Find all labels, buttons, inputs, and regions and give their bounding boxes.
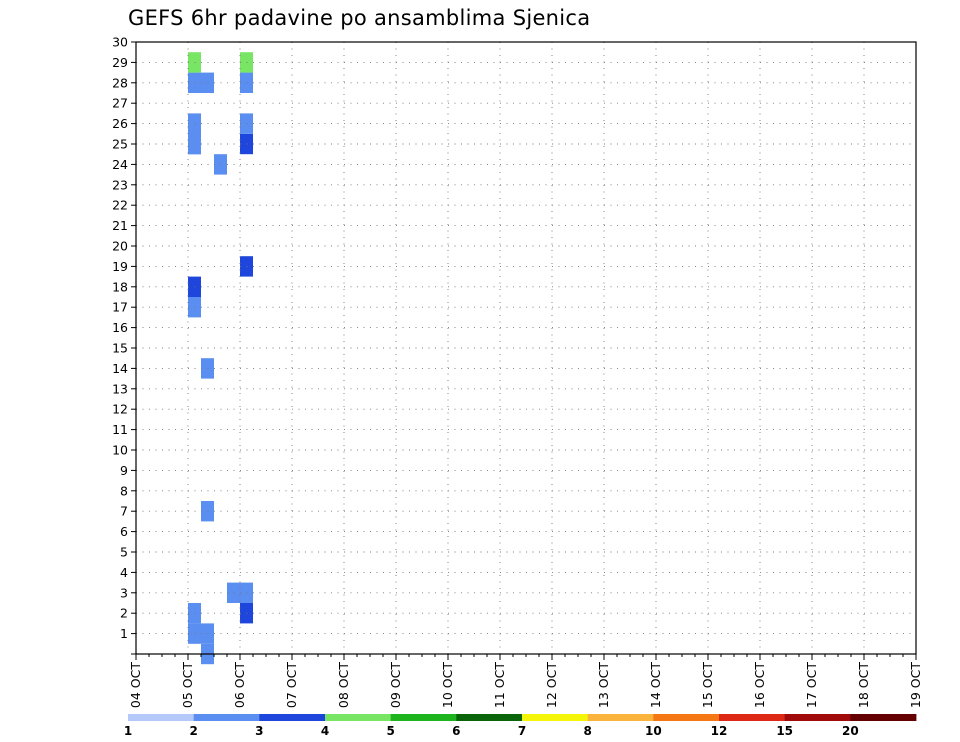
x-tick-label: 05 OCT — [180, 662, 195, 708]
colorbar-segment — [128, 714, 195, 721]
x-tick-label: 16 OCT — [752, 662, 767, 708]
colorbar-segment — [193, 714, 260, 721]
colorbar-label: 7 — [518, 724, 526, 738]
x-axis: 04 OCT 05 OCT 06 OCT 07 OCT 08 OCT 09 OCT 10 O… — [128, 654, 923, 708]
y-tick-label: 5 — [120, 545, 128, 560]
colorbar-segment — [784, 714, 851, 721]
colorbar-segment — [456, 714, 523, 721]
chart-title: GEFS 6hr padavine po ansamblima Sjenica — [128, 6, 591, 30]
y-tick-label: 21 — [112, 218, 128, 233]
y-tick-label: 16 — [112, 320, 128, 335]
x-tick-label: 17 OCT — [804, 662, 819, 708]
y-tick-label: 12 — [112, 402, 128, 417]
y-axis: 1234567891011121314151617181920212223242… — [112, 35, 136, 655]
colorbar-segment — [259, 714, 326, 721]
y-tick-label: 20 — [112, 239, 128, 254]
y-tick-label: 8 — [120, 483, 128, 498]
x-tick-label: 13 OCT — [596, 662, 611, 708]
colorbar-label: 10 — [645, 724, 662, 738]
x-tick-label: 09 OCT — [388, 662, 403, 708]
y-tick-label: 11 — [112, 422, 128, 437]
colorbar-label: 6 — [452, 724, 460, 738]
colorbar-label: 2 — [189, 724, 197, 738]
colorbar-segment — [719, 714, 786, 721]
x-tick-label: 12 OCT — [544, 662, 559, 708]
colorbar-segment — [390, 714, 457, 721]
y-tick-label: 15 — [112, 341, 128, 356]
heatmap-cells — [188, 52, 253, 665]
colorbar-segment — [522, 714, 589, 721]
y-tick-label: 3 — [120, 585, 128, 600]
y-tick-label: 25 — [112, 137, 128, 152]
y-tick-label: 13 — [112, 381, 128, 396]
colorbar: 1 2 3 4 5 6 7 8 10 12 15 20 — [124, 714, 917, 738]
y-tick-label: 24 — [112, 157, 128, 172]
y-tick-label: 1 — [120, 626, 128, 641]
x-tick-label: 19 OCT — [908, 662, 923, 708]
x-tick-label: 07 OCT — [284, 662, 299, 708]
y-tick-label: 2 — [120, 606, 128, 621]
colorbar-segment — [587, 714, 654, 721]
y-tick-label: 14 — [112, 361, 128, 376]
y-tick-label: 17 — [112, 300, 128, 315]
colorbar-label: 15 — [776, 724, 793, 738]
y-tick-label: 19 — [112, 259, 128, 274]
colorbar-segment — [325, 714, 392, 721]
colorbar-segment — [653, 714, 720, 721]
colorbar-label: 12 — [711, 724, 728, 738]
colorbar-label: 20 — [842, 724, 859, 738]
y-tick-label: 9 — [120, 463, 128, 478]
colorbar-label: 5 — [386, 724, 394, 738]
y-tick-label: 23 — [112, 177, 128, 192]
x-tick-label: 04 OCT — [128, 662, 143, 708]
x-tick-label: 18 OCT — [856, 662, 871, 708]
y-tick-label: 27 — [112, 96, 128, 111]
y-tick-label: 22 — [112, 198, 128, 213]
colorbar-segment — [850, 714, 917, 721]
y-tick-label: 26 — [112, 116, 128, 131]
y-tick-label: 30 — [112, 35, 128, 50]
y-tick-label: 7 — [120, 504, 128, 519]
colorbar-label: 3 — [255, 724, 263, 738]
x-tick-label: 11 OCT — [492, 662, 507, 708]
grid-lines — [136, 42, 916, 654]
x-tick-label: 14 OCT — [648, 662, 663, 708]
x-tick-label: 10 OCT — [440, 662, 455, 708]
y-tick-label: 10 — [112, 443, 128, 458]
y-tick-label: 28 — [112, 75, 128, 90]
y-tick-label: 4 — [120, 565, 128, 580]
colorbar-label: 1 — [124, 724, 132, 738]
colorbar-label: 4 — [321, 724, 329, 738]
x-tick-label: 08 OCT — [336, 662, 351, 708]
x-tick-label: 06 OCT — [232, 662, 247, 708]
x-tick-label: 15 OCT — [700, 662, 715, 708]
y-tick-label: 6 — [120, 524, 128, 539]
y-tick-label: 29 — [112, 55, 128, 70]
y-tick-label: 18 — [112, 279, 128, 294]
colorbar-label: 8 — [583, 724, 591, 738]
